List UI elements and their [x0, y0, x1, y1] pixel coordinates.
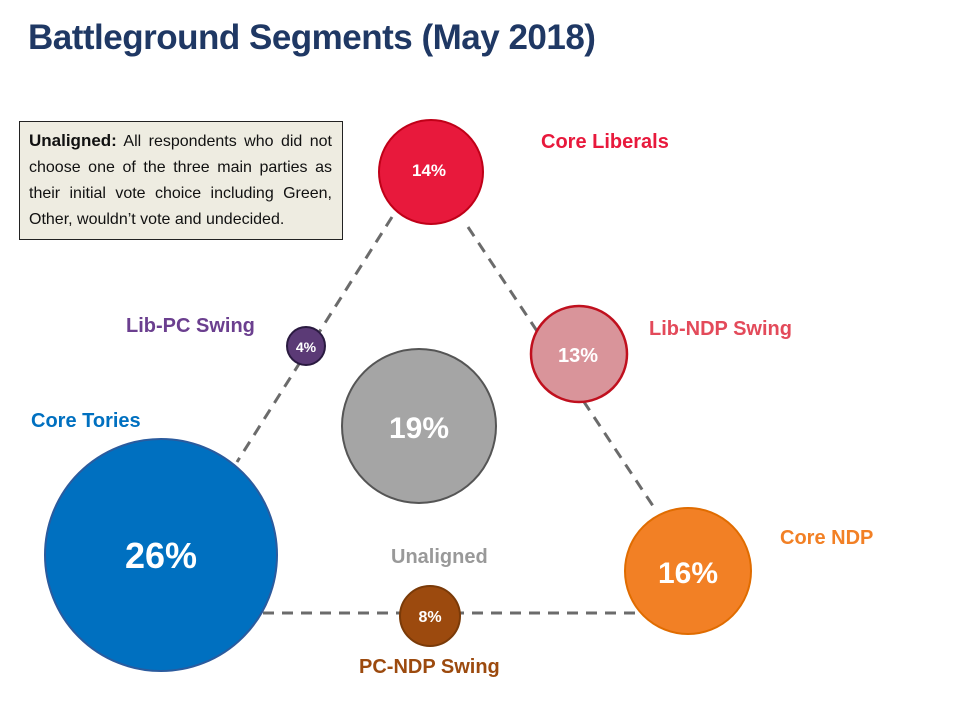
- core-liberals-value: 14%: [412, 161, 446, 180]
- core-tories-bubble: [44, 438, 278, 672]
- core-liberals-label: Core Liberals: [541, 131, 669, 153]
- pc-ndp-swing-bubble: [399, 585, 461, 647]
- lib-pc-swing-label: Lib-PC Swing: [126, 315, 255, 337]
- core-tories-value: 26%: [125, 535, 197, 576]
- lib-ndp-swing-bubble: [529, 304, 629, 404]
- unaligned-label: Unaligned: [391, 546, 488, 568]
- lib-pc-swing-bubble: [286, 326, 326, 366]
- lib-ndp-swing-value: 13%: [558, 345, 598, 367]
- page-title: Battleground Segments (May 2018): [28, 18, 596, 57]
- unaligned-definition-box: Unaligned: All respondents who did not c…: [19, 121, 343, 240]
- lib-ndp-swing-label: Lib-NDP Swing: [649, 318, 792, 340]
- core-ndp-value: 16%: [658, 557, 718, 590]
- unaligned-bubble: [341, 348, 497, 504]
- pc-ndp-swing-value: 8%: [418, 609, 441, 626]
- lib-pc-swing-value: 4%: [296, 339, 317, 355]
- note-heading: Unaligned:: [29, 131, 117, 150]
- core-ndp-bubble: [624, 507, 752, 635]
- connector-liberal-tory: [235, 216, 394, 463]
- pc-ndp-swing-label: PC-NDP Swing: [359, 656, 500, 678]
- note-text: All respondents who did not choose one o…: [29, 133, 333, 228]
- core-tories-label: Core Tories: [31, 410, 141, 432]
- unaligned-value: 19%: [389, 412, 449, 445]
- core-ndp-label: Core NDP: [780, 527, 873, 549]
- core-liberals-bubble: [378, 119, 484, 225]
